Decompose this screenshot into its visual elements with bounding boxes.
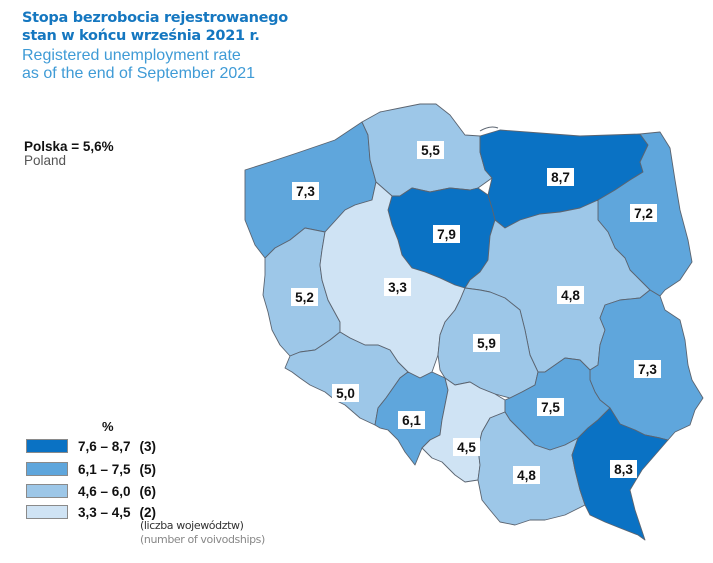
legend-item-class-1: 7,6 – 8,7 (3) [26,438,156,454]
svg-text:4,8: 4,8 [517,468,536,483]
svg-text:3,3: 3,3 [388,280,407,295]
legend-swatch [26,462,68,476]
svg-text:5,0: 5,0 [336,386,355,401]
title-pl-line2: stan w końcu września 2021 r. [22,28,260,44]
legend-item-class-2: 6,1 – 7,5 (5) [26,461,156,477]
svg-text:6,1: 6,1 [402,413,421,428]
svg-text:5,9: 5,9 [477,336,496,351]
label-warminsko-mazurskie: 8,7 [547,168,574,186]
legend-swatch [26,439,68,453]
title-en-line2: as of the end of September 2021 [22,65,256,82]
title-en-line1: Registered unemployment rate [22,47,241,64]
legend-count: (3) [139,438,157,454]
legend-count: (2) [139,504,157,520]
label-lodzkie: 5,9 [473,334,500,352]
svg-text:7,5: 7,5 [541,400,560,415]
legend-range: 3,3 – 4,5 [78,504,131,520]
svg-text:7,3: 7,3 [638,362,657,377]
svg-text:8,7: 8,7 [551,170,570,185]
label-pomorskie: 5,5 [417,141,444,159]
label-zachodniopomorskie: 7,3 [292,182,319,200]
title-pl-line1: Stopa bezrobocia rejestrowanego [22,10,288,26]
label-lubelskie: 7,3 [634,360,661,378]
label-slaskie: 4,5 [453,438,480,456]
map-title-polish: Stopa bezrobocia rejestrowanego stan w k… [22,9,288,45]
label-kujawsko-pomorskie: 7,9 [433,225,460,243]
legend-unit: % [102,419,114,434]
legend-range: 4,6 – 6,0 [78,483,131,499]
label-mazowieckie: 4,8 [557,286,584,304]
legend-count: (5) [139,461,157,477]
legend-count: (6) [139,483,157,499]
svg-text:7,9: 7,9 [437,227,456,242]
label-lubuskie: 5,2 [291,288,318,306]
vistula-spit [479,126,499,132]
legend-note-polish: (liczba województw) [140,519,244,532]
label-wielkopolskie: 3,3 [384,278,411,296]
legend-range: 6,1 – 7,5 [78,461,131,477]
legend-swatch [26,505,68,519]
svg-text:5,5: 5,5 [421,143,440,158]
map-title-english: Registered unemployment rate as of the e… [22,47,255,83]
svg-text:8,3: 8,3 [614,462,633,477]
legend-item-class-4: 3,3 – 4,5 (2) [26,504,156,520]
national-rate-english: Poland [24,153,67,168]
legend-swatch [26,484,68,498]
label-podlaskie: 7,2 [630,204,657,222]
svg-text:4,8: 4,8 [561,288,580,303]
svg-text:7,3: 7,3 [296,184,315,199]
svg-text:7,2: 7,2 [634,206,653,221]
label-podkarpackie: 8,3 [610,460,637,478]
legend-range: 7,6 – 8,7 [78,438,131,454]
label-swietokrzyskie: 7,5 [537,398,564,416]
legend-item-class-3: 4,6 – 6,0 (6) [26,483,156,499]
legend-note-english: (number of voivodships) [140,533,265,546]
label-malopolskie: 4,8 [513,466,540,484]
label-opolskie: 6,1 [398,411,425,429]
svg-text:4,5: 4,5 [457,440,476,455]
label-dolnoslaskie: 5,0 [332,384,359,402]
national-rate: Polska = 5,6% [24,139,114,154]
svg-text:5,2: 5,2 [295,290,314,305]
